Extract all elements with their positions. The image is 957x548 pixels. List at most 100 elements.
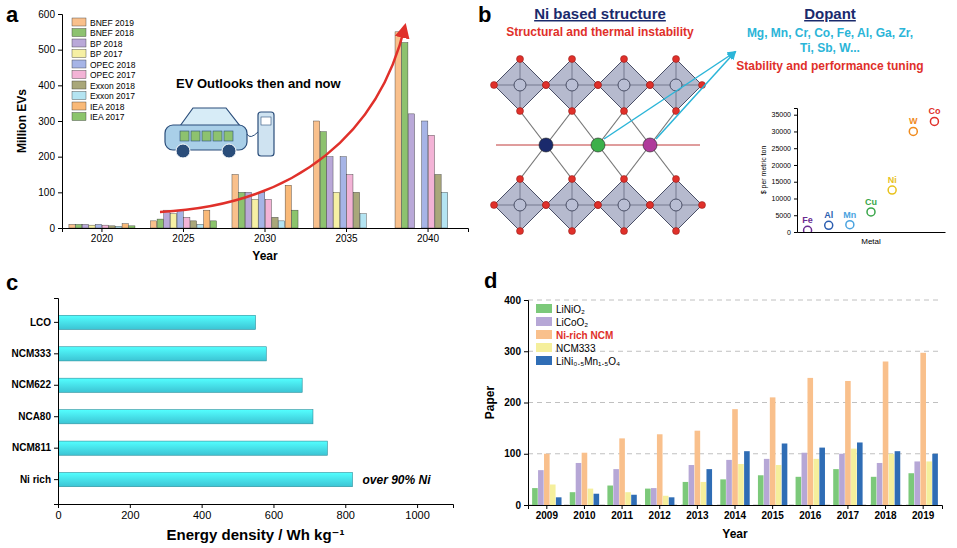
tick-mark: [847, 505, 848, 509]
oxygen-atom: [673, 228, 680, 235]
tick-mark: [524, 505, 528, 506]
y-axis: 0100200300400: [504, 295, 528, 511]
tick-label: 25000: [772, 145, 792, 152]
bar: [857, 442, 863, 505]
tick: 2009: [536, 505, 559, 521]
panel: 202020252030203520400100200300400500600Y…: [15, 9, 469, 263]
tick-mark: [183, 228, 184, 232]
tick: 200: [504, 397, 528, 408]
tick: 30000: [772, 128, 797, 135]
tick-label: 600: [265, 509, 283, 521]
bar: [109, 226, 115, 228]
legend-label: IEA 2017: [90, 112, 125, 122]
oxygen-atom: [699, 202, 706, 209]
bar: [877, 463, 883, 505]
legend-label: OPEC 2018: [90, 60, 136, 70]
car-wheel: [176, 144, 190, 158]
bar: [278, 221, 284, 228]
tick: 2014: [724, 505, 747, 521]
tick-mark: [428, 228, 429, 232]
ni-atom: [566, 199, 578, 211]
tick-label: 20000: [772, 162, 792, 169]
tick: LCO: [30, 317, 58, 328]
tick-label: 2019: [912, 510, 935, 521]
legend-item: OPEC 2017: [72, 70, 136, 80]
diagram-note: Structural and thermal instability: [506, 25, 694, 39]
point-label: Co: [928, 106, 940, 116]
car-illustration: [165, 108, 274, 158]
point: [846, 221, 854, 229]
axis-line: [794, 109, 798, 233]
grid-line: [528, 300, 942, 301]
tick-label: 2012: [649, 510, 672, 521]
legend: BNEF 2019BNEF 2018BP 2018BP 2017OPEC 201…: [72, 18, 136, 123]
point: [888, 186, 896, 194]
oxygen-atom: [595, 202, 602, 209]
oxygen-atom: [595, 202, 602, 209]
bar: [327, 157, 333, 228]
legend-item: LiNi₀.₅Mn₁.₅O₄: [536, 356, 620, 367]
bar: [839, 454, 845, 505]
point-label: Al: [824, 210, 833, 220]
tick-mark: [58, 228, 62, 229]
bar: [813, 459, 819, 505]
trend-arrow: [160, 26, 405, 212]
tick-label: 2040: [417, 233, 440, 244]
x-axis: 2009201020112012201320142015201620172018…: [529, 505, 943, 521]
bar: [402, 43, 408, 228]
bar: [122, 224, 128, 228]
tick-mark: [202, 504, 203, 508]
bar: [102, 225, 108, 228]
bar: [889, 454, 895, 505]
panel-label: b: [478, 2, 491, 27]
battery-cell: [180, 131, 189, 141]
bar: [285, 185, 291, 228]
bar: [625, 492, 631, 505]
tick-label: 400: [38, 80, 55, 91]
bar: [720, 479, 726, 505]
oxygen-atom: [517, 56, 524, 63]
y-axis: LCONCM333NCM622NCA80NCM811Ni rich: [12, 299, 59, 505]
legend-label: LiNiO₂: [556, 304, 585, 315]
oxygen-atom: [543, 82, 550, 89]
bar: [292, 210, 298, 228]
tick: 2016: [799, 505, 822, 521]
tick-mark: [923, 505, 924, 509]
oxygen-atom: [517, 176, 524, 183]
arrow: [656, 52, 735, 139]
tick-label: NCA80: [18, 411, 51, 422]
oxygen-atom: [569, 108, 576, 115]
oxygen-atom: [517, 108, 524, 115]
bar: [657, 434, 663, 505]
point: [825, 221, 833, 229]
oxygen-atom: [595, 82, 602, 89]
tick-label: 200: [121, 509, 139, 521]
tick: 600: [38, 9, 62, 20]
x-axis-title: Year: [722, 527, 748, 541]
bar: [353, 192, 359, 228]
bar: [58, 410, 313, 424]
octahedron-face: [546, 179, 598, 231]
battery-cell: [191, 131, 200, 141]
tick-mark: [885, 505, 886, 509]
bar: [782, 444, 788, 506]
y-axis-title: Million EVs: [15, 89, 29, 153]
annotation: EV Outlooks then and now: [176, 76, 342, 91]
bar: [58, 378, 302, 392]
tick: 2012: [649, 505, 672, 521]
point-label: Cu: [865, 197, 877, 207]
oxygen-atom: [621, 56, 628, 63]
bar: [320, 132, 326, 228]
bar: [613, 469, 619, 505]
panel-label: d: [484, 268, 497, 293]
point-label: Fe: [802, 215, 813, 225]
legend-swatch: [536, 356, 552, 365]
tick-label: 2018: [874, 510, 897, 521]
octahedron: [595, 56, 654, 115]
oxygen-atom: [647, 202, 654, 209]
tick: 1000: [405, 504, 429, 521]
legend-item: BNEF 2018: [72, 28, 134, 38]
bar: [619, 438, 625, 505]
legend-swatch: [72, 113, 86, 121]
car-wheel: [222, 144, 236, 158]
